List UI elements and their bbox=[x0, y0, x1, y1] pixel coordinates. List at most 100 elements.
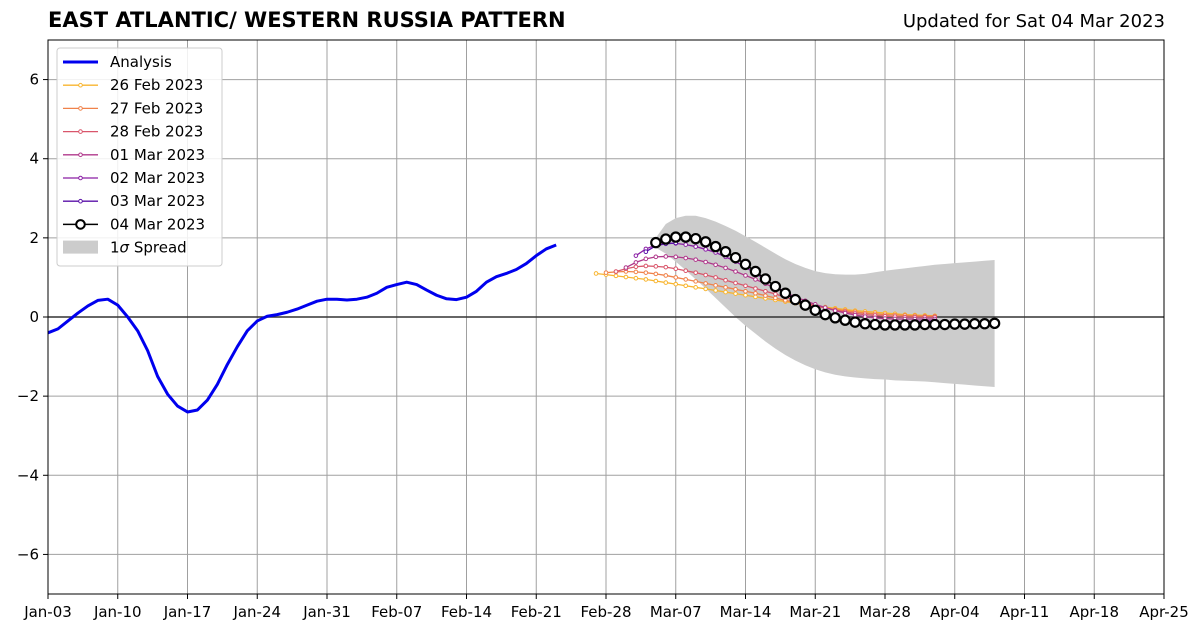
forecast-point-latest bbox=[650, 236, 662, 249]
forecast-point bbox=[832, 308, 838, 313]
forecast-point-latest bbox=[849, 316, 861, 328]
analysis-line bbox=[47, 243, 557, 414]
legend-marker-forecast bbox=[78, 152, 83, 158]
forecast-point bbox=[673, 254, 679, 260]
forecast-point bbox=[763, 293, 768, 298]
forecast-point-latest bbox=[968, 318, 981, 330]
forecast-point bbox=[643, 263, 649, 269]
legend-marker-forecast bbox=[78, 129, 83, 134]
forecast-point bbox=[623, 265, 629, 270]
legend-label: 26 Feb 2023 bbox=[110, 76, 203, 94]
forecast-point bbox=[713, 288, 718, 293]
forecast-point bbox=[593, 271, 599, 276]
y-tick-label: 0 bbox=[29, 308, 39, 326]
forecast-point bbox=[633, 264, 639, 270]
legend-box bbox=[56, 47, 223, 267]
forecast-point-latest bbox=[939, 318, 951, 331]
forecast-point bbox=[653, 254, 659, 260]
legend-label: 1σ Spread bbox=[110, 239, 187, 257]
y-tick-label: −6 bbox=[17, 545, 39, 563]
legend: Analysis 26 Feb 2023 27 Feb 2023 28 Feb 202… bbox=[56, 47, 223, 267]
forecast-point-latest bbox=[729, 251, 742, 264]
forecast-point bbox=[703, 247, 708, 252]
forecast-point bbox=[822, 305, 828, 310]
legend-label: 02 Mar 2023 bbox=[110, 169, 205, 187]
forecast-point bbox=[703, 281, 708, 286]
x-tick-label: Jan-03 bbox=[23, 603, 72, 621]
forecast-point bbox=[673, 266, 679, 272]
series-layer bbox=[47, 231, 1001, 414]
updated-date: Updated for Sat 04 Mar 2023 bbox=[902, 11, 1165, 32]
y-tick-label: −2 bbox=[17, 387, 39, 405]
legend-marker-forecast bbox=[78, 175, 83, 181]
x-tick-label: Apr-25 bbox=[1139, 603, 1189, 621]
forecast-point bbox=[753, 290, 758, 296]
forecast-point bbox=[683, 242, 689, 247]
forecast-point bbox=[633, 253, 639, 258]
forecast-point bbox=[743, 288, 748, 294]
forecast-point bbox=[683, 277, 689, 282]
forecast-point bbox=[663, 280, 669, 285]
forecast-point bbox=[703, 259, 708, 265]
x-tick-label: Apr-18 bbox=[1070, 603, 1120, 621]
y-tick-label: 4 bbox=[29, 150, 39, 168]
forecast-point bbox=[753, 277, 758, 282]
legend-marker-forecast bbox=[78, 198, 83, 204]
forecast-point bbox=[693, 279, 698, 284]
forecast-point bbox=[743, 283, 748, 289]
forecast-point bbox=[683, 255, 689, 261]
forecast-point bbox=[693, 244, 698, 249]
forecast-point bbox=[643, 277, 649, 282]
forecast-point bbox=[733, 269, 738, 274]
forecast-point bbox=[613, 269, 619, 274]
forecast-point bbox=[753, 294, 758, 300]
forecast-point-latest bbox=[779, 287, 792, 299]
forecast-point-latest bbox=[680, 231, 692, 243]
forecast-point bbox=[683, 268, 689, 274]
chart-title: EAST ATLANTIC/ WESTERN RUSSIA PATTERN bbox=[48, 8, 566, 32]
x-tick-label: Mar-21 bbox=[789, 603, 841, 621]
legend-marker-forecast bbox=[78, 106, 83, 111]
legend-swatch-spread bbox=[63, 240, 98, 254]
forecast-point bbox=[693, 270, 698, 275]
forecast-point-latest bbox=[759, 273, 772, 285]
x-tick-label: Feb-14 bbox=[441, 603, 492, 621]
forecast-point bbox=[743, 292, 748, 298]
forecast-point bbox=[723, 277, 728, 283]
x-tick-label: Mar-14 bbox=[720, 603, 772, 621]
forecast-point bbox=[713, 275, 718, 280]
forecast-point-latest bbox=[919, 318, 931, 331]
forecast-point bbox=[723, 265, 728, 271]
axis-layer: Jan-03 Jan-10 Jan-17 Jan-24 Jan-31 Feb-07 Feb-… bbox=[17, 71, 1189, 621]
legend-label: 04 Mar 2023 bbox=[110, 215, 205, 233]
forecast-point-latest bbox=[699, 236, 712, 248]
forecast-point bbox=[713, 283, 718, 288]
forecast-point-latest bbox=[869, 318, 881, 331]
forecast-point bbox=[753, 286, 758, 291]
forecast-point-latest bbox=[749, 265, 762, 278]
x-tick-label: Apr-04 bbox=[930, 603, 980, 621]
x-tick-label: Feb-28 bbox=[580, 603, 631, 621]
forecast-point bbox=[643, 249, 649, 255]
forecast-point bbox=[743, 273, 748, 278]
forecast-point bbox=[613, 273, 619, 279]
forecast-point bbox=[733, 280, 738, 286]
x-tick-label: Feb-07 bbox=[371, 603, 422, 621]
legend-marker-latest bbox=[75, 219, 86, 230]
forecast-point-latest bbox=[959, 318, 971, 330]
forecast-point-latest bbox=[670, 231, 682, 243]
forecast-point bbox=[703, 272, 708, 278]
x-tick-label: Apr-11 bbox=[1000, 603, 1050, 621]
forecast-point bbox=[673, 281, 679, 287]
forecast-point-latest bbox=[988, 317, 1001, 330]
forecast-point-latest bbox=[829, 312, 841, 324]
forecast-point-latest bbox=[719, 246, 732, 258]
forecast-point-latest bbox=[799, 299, 811, 311]
forecast-point bbox=[693, 257, 698, 262]
y-tick-label: −4 bbox=[17, 466, 39, 484]
x-tick-label: Mar-28 bbox=[859, 603, 911, 621]
forecast-point bbox=[723, 285, 728, 290]
forecast-point-latest bbox=[899, 319, 911, 331]
legend-marker-forecast bbox=[78, 82, 83, 88]
forecast-point bbox=[773, 291, 778, 297]
